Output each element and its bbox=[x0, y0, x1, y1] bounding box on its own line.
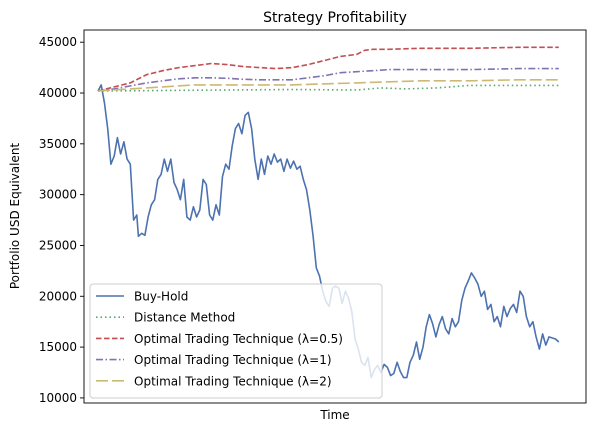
legend-label-2: Distance Method bbox=[134, 311, 235, 325]
plot-frame bbox=[83, 29, 587, 404]
y-tick-label: 35000 bbox=[39, 137, 77, 151]
y-tick-label: 15000 bbox=[39, 340, 77, 354]
legend: Buy-Hold Distance Method Optimal Trading T… bbox=[89, 283, 383, 399]
series-line-5 bbox=[97, 79, 559, 92]
series-line-4 bbox=[97, 67, 559, 92]
legend-label-1: Buy-Hold bbox=[134, 290, 188, 304]
y-tick-label: 25000 bbox=[39, 238, 77, 252]
y-tick-label: 40000 bbox=[39, 86, 77, 100]
y-axis-label: Portfolio USD Equivalent bbox=[8, 143, 22, 290]
y-tick-label: 10000 bbox=[39, 391, 77, 405]
y-tick-label: 20000 bbox=[39, 289, 77, 303]
y-axis-ticks: 10000 15000 20000 25000 30000 35000 40000 45000 bbox=[39, 35, 84, 405]
legend-label-3: Optimal Trading Technique (λ=0.5) bbox=[134, 332, 343, 346]
x-axis-label: Time bbox=[319, 408, 349, 422]
series-line-3 bbox=[97, 46, 559, 92]
chart-title: Strategy Profitability bbox=[263, 10, 407, 26]
series-line-2 bbox=[97, 84, 559, 92]
y-tick-label: 30000 bbox=[39, 188, 77, 202]
legend-box bbox=[89, 283, 383, 399]
legend-label-5: Optimal Trading Technique (λ=2) bbox=[134, 374, 332, 388]
y-tick-label: 45000 bbox=[39, 35, 77, 49]
legend-label-4: Optimal Trading Technique (λ=1) bbox=[134, 353, 332, 367]
